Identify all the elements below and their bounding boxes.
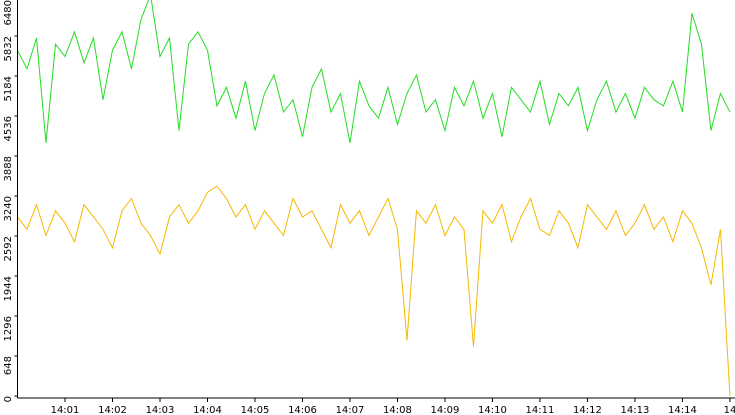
x-tick-label: 14:03 [146, 405, 175, 415]
y-tick-label: 648 [3, 356, 14, 375]
y-tick-label: 1296 [3, 316, 14, 341]
x-tick-label: 14:06 [288, 405, 317, 415]
y-tick-label: 1944 [3, 276, 14, 301]
y-tick-label: 0 [3, 396, 14, 402]
x-tick-label: 14:02 [98, 405, 127, 415]
y-tick-label: 5832 [3, 36, 14, 61]
x-tick-label: 14:13 [621, 405, 650, 415]
x-tick-label: 14:09 [431, 405, 460, 415]
y-tick-label: 4536 [3, 116, 14, 141]
y-tick-label: 3888 [3, 156, 14, 181]
y-tick-label: 6480 [3, 0, 14, 25]
x-tick-label: 14:01 [51, 405, 80, 415]
x-tick-label: 14:07 [336, 405, 365, 415]
series-line [17, 0, 731, 144]
x-tick-label: 14:08 [383, 405, 412, 415]
x-tick-label: 14 [724, 405, 735, 415]
x-tick-label: 14:12 [573, 405, 602, 415]
x-tick-label: 14:05 [241, 405, 270, 415]
x-tick-label: 14:11 [526, 405, 555, 415]
y-tick-label: 3240 [3, 196, 14, 221]
y-tick-label: 2592 [3, 236, 14, 261]
series-line [17, 185, 731, 397]
x-tick-label: 14:04 [193, 405, 222, 415]
x-tick-label: 14:14 [668, 405, 697, 415]
y-tick-label: 5184 [3, 76, 14, 101]
x-tick-label: 14:10 [478, 405, 507, 415]
